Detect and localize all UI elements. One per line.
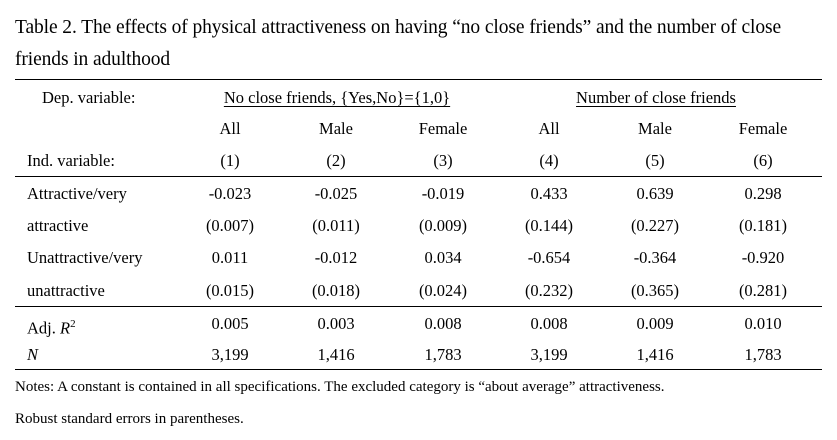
table-cell: 0.008 — [424, 314, 462, 333]
table-cell: 0.009 — [636, 314, 674, 333]
table-cell: 3,199 — [211, 345, 249, 364]
table-cell: (0.024) — [418, 281, 468, 300]
adj-label-text: Adj. — [27, 318, 56, 338]
r-exponent: 2 — [70, 318, 76, 330]
table-cell: -0.023 — [208, 184, 252, 203]
table-cell: -0.012 — [314, 248, 358, 267]
top-rule — [15, 79, 822, 80]
group-header-no-close-friends: No close friends, {Yes,No}={1,0} — [223, 88, 451, 107]
column-number: (5) — [645, 151, 665, 170]
table-cell: (0.007) — [205, 216, 255, 235]
column-number: (4) — [539, 151, 559, 170]
row-label: Attractive/very — [27, 184, 127, 203]
table-cell: 1,783 — [424, 345, 462, 364]
table-cell: 0.034 — [424, 248, 462, 267]
column-header: Female — [738, 119, 788, 138]
table-cell: (0.232) — [524, 281, 574, 300]
table-cell: (0.227) — [630, 216, 680, 235]
table-cell: 3,199 — [530, 345, 568, 364]
table-cell: 0.010 — [744, 314, 782, 333]
table-cell: -0.654 — [527, 248, 571, 267]
r-variable: R — [60, 318, 71, 338]
row-label: attractive — [27, 216, 89, 235]
table-cell: (0.015) — [205, 281, 255, 300]
table-caption: Table 2. The effects of physical attract… — [15, 17, 782, 70]
table-cell: (0.009) — [418, 216, 468, 235]
table-cell: (0.365) — [630, 281, 680, 300]
column-number: (1) — [220, 151, 240, 170]
table-cell: 0.005 — [211, 314, 249, 333]
column-number: (6) — [753, 151, 773, 170]
header-rule — [15, 176, 822, 177]
column-header: Male — [638, 119, 672, 138]
table-cell: (0.281) — [738, 281, 788, 300]
table-cell: 0.011 — [211, 248, 249, 267]
column-number: (2) — [326, 151, 346, 170]
table-cell: (0.018) — [311, 281, 361, 300]
group-header-number-close-friends: Number of close friends — [576, 88, 736, 107]
table-cell: 0.003 — [317, 314, 355, 333]
table-notes-line-1: Notes: A constant is contained in all sp… — [15, 379, 665, 395]
table-cell: 0.298 — [744, 184, 782, 203]
table-cell: 1,783 — [744, 345, 782, 364]
column-header: All — [538, 119, 560, 138]
row-label: unattractive — [27, 281, 105, 300]
table-cell: -0.025 — [314, 184, 358, 203]
table-cell: -0.920 — [741, 248, 785, 267]
row-label-adj-r2: Adj. R2 — [27, 314, 76, 339]
table-cell: 1,416 — [317, 345, 355, 364]
ind-variable-label: Ind. variable: — [27, 151, 115, 170]
column-header: Female — [418, 119, 468, 138]
row-label-n: N — [27, 345, 39, 364]
row-label: Unattractive/very — [27, 248, 143, 267]
table-cell: (0.181) — [738, 216, 788, 235]
table-cell: (0.011) — [312, 216, 360, 235]
table-cell: 1,416 — [636, 345, 674, 364]
column-header: All — [219, 119, 241, 138]
bottom-rule — [15, 369, 822, 370]
table-cell: 0.433 — [530, 184, 568, 203]
column-number: (3) — [433, 151, 453, 170]
table-cell: 0.008 — [530, 314, 568, 333]
dep-variable-label: Dep. variable: — [42, 88, 136, 107]
table-notes-line-2: Robust standard errors in parentheses. — [15, 411, 244, 427]
table-cell: -0.364 — [633, 248, 677, 267]
table-cell: (0.144) — [524, 216, 574, 235]
body-rule — [15, 306, 822, 307]
table-cell: 0.639 — [636, 184, 674, 203]
table-cell: -0.019 — [421, 184, 465, 203]
column-header: Male — [319, 119, 353, 138]
